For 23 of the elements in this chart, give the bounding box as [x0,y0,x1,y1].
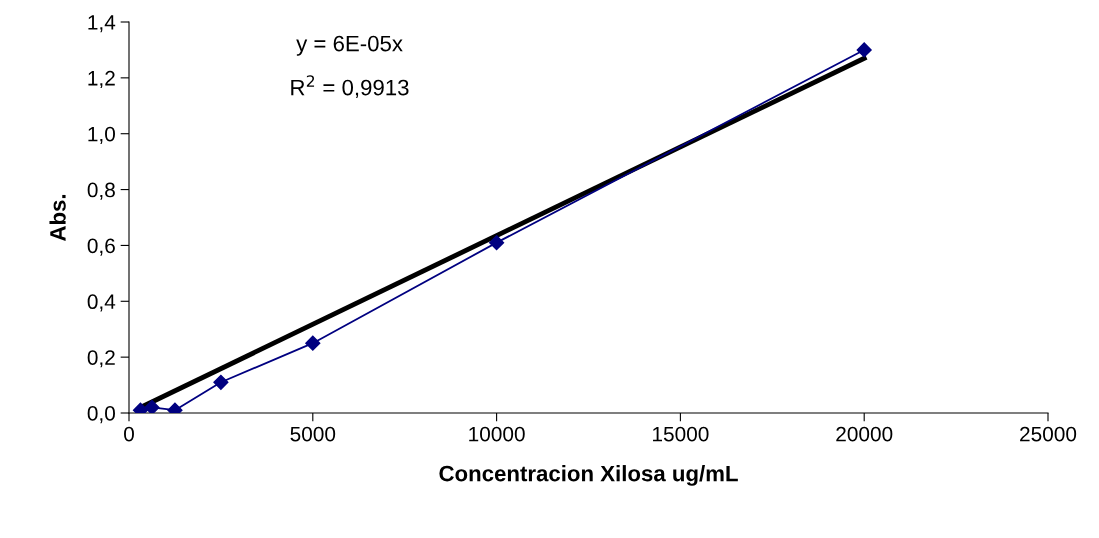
x-tick-label: 10000 [469,426,525,442]
y-axis-title: Abs. [49,194,66,242]
y-tick-label: 1,4 [88,15,116,33]
point [856,42,872,58]
y-tick-label: 0,2 [87,350,115,368]
x-tick-label: 5000 [290,426,336,442]
y-tick-label: 0,6 [87,238,115,256]
annotation: R$^{2}$ = 0,9913 [291,75,409,99]
x-tick-label: 20000 [836,426,893,442]
annotation: y = 6E-05x [296,35,403,56]
x-tick-label: 15000 [653,426,709,442]
x-axis-title: Concentracion Xilosa ug/mL [439,465,738,486]
x-tick-label: 25000 [1020,426,1077,442]
y-tick-label: 0,8 [87,182,115,200]
point [489,235,505,251]
point [144,399,160,413]
y-tick-label: 0,4 [87,294,116,312]
y-tick-label: 1,0 [88,126,115,144]
x-tick-label: 0 [124,426,134,442]
y-tick-label: 1,2 [88,70,115,89]
point [213,374,229,390]
y-tick-label: 0,0 [87,406,115,424]
point [305,335,321,351]
